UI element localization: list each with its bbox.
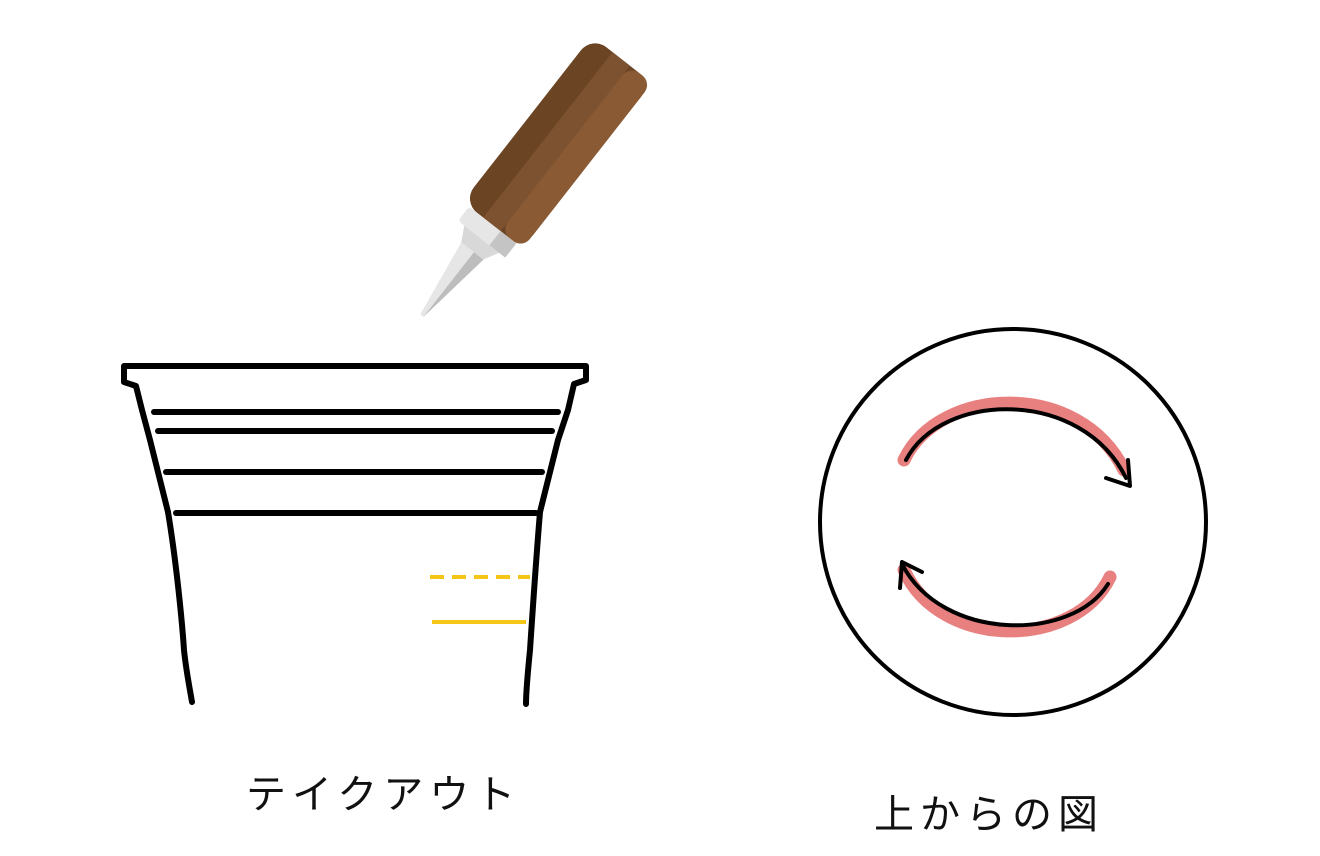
takeout-cup-icon [121, 363, 589, 707]
top-view-cup-outline [818, 327, 1208, 717]
cup-left-side [165, 509, 195, 705]
upper-arrowhead [1104, 458, 1132, 488]
upper-arc [904, 407, 1128, 480]
bottle-body-highlight [505, 70, 648, 244]
top-view-caption: 上からの図 [874, 792, 1104, 838]
lower-arrowhead [898, 560, 924, 590]
lower-arc [900, 562, 1110, 628]
sauce-squeeze-bottle-icon [420, 43, 648, 317]
cup-right-side [523, 509, 543, 707]
upper-arc-highlight [897, 396, 1131, 477]
bottle-body-shade [483, 52, 630, 232]
bottle-collar-shade [489, 231, 517, 258]
bottle-nozzle-tip-shade [423, 252, 484, 317]
bottle-nozzle-base [461, 225, 499, 260]
clockwise-rotation-arrows-icon [897, 396, 1132, 638]
takeout-caption: テイクアウト [246, 772, 522, 818]
top-view-circle-icon [818, 327, 1208, 717]
cup-rim-outline [121, 363, 589, 515]
